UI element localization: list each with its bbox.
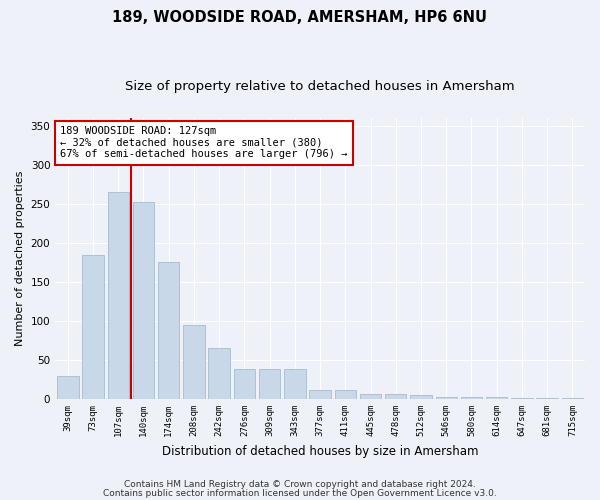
Bar — [133, 202, 154, 399]
Bar — [158, 262, 179, 399]
Bar — [310, 390, 331, 399]
Bar — [107, 192, 129, 399]
Text: Contains public sector information licensed under the Open Government Licence v3: Contains public sector information licen… — [103, 489, 497, 498]
Bar — [436, 396, 457, 399]
Bar — [562, 398, 583, 399]
Bar — [57, 376, 79, 399]
Text: Contains HM Land Registry data © Crown copyright and database right 2024.: Contains HM Land Registry data © Crown c… — [124, 480, 476, 489]
X-axis label: Distribution of detached houses by size in Amersham: Distribution of detached houses by size … — [162, 444, 478, 458]
Text: 189, WOODSIDE ROAD, AMERSHAM, HP6 6NU: 189, WOODSIDE ROAD, AMERSHAM, HP6 6NU — [113, 10, 487, 25]
Bar — [385, 394, 406, 399]
Bar — [335, 390, 356, 399]
Bar — [536, 398, 558, 399]
Bar — [259, 370, 280, 399]
Title: Size of property relative to detached houses in Amersham: Size of property relative to detached ho… — [125, 80, 515, 93]
Bar — [461, 398, 482, 399]
Y-axis label: Number of detached properties: Number of detached properties — [15, 170, 25, 346]
Bar — [82, 254, 104, 399]
Bar — [208, 348, 230, 399]
Bar — [410, 395, 432, 399]
Text: 189 WOODSIDE ROAD: 127sqm
← 32% of detached houses are smaller (380)
67% of semi: 189 WOODSIDE ROAD: 127sqm ← 32% of detac… — [61, 126, 348, 160]
Bar — [183, 325, 205, 399]
Bar — [360, 394, 381, 399]
Bar — [284, 370, 305, 399]
Bar — [486, 398, 508, 399]
Bar — [233, 370, 255, 399]
Bar — [511, 398, 533, 399]
